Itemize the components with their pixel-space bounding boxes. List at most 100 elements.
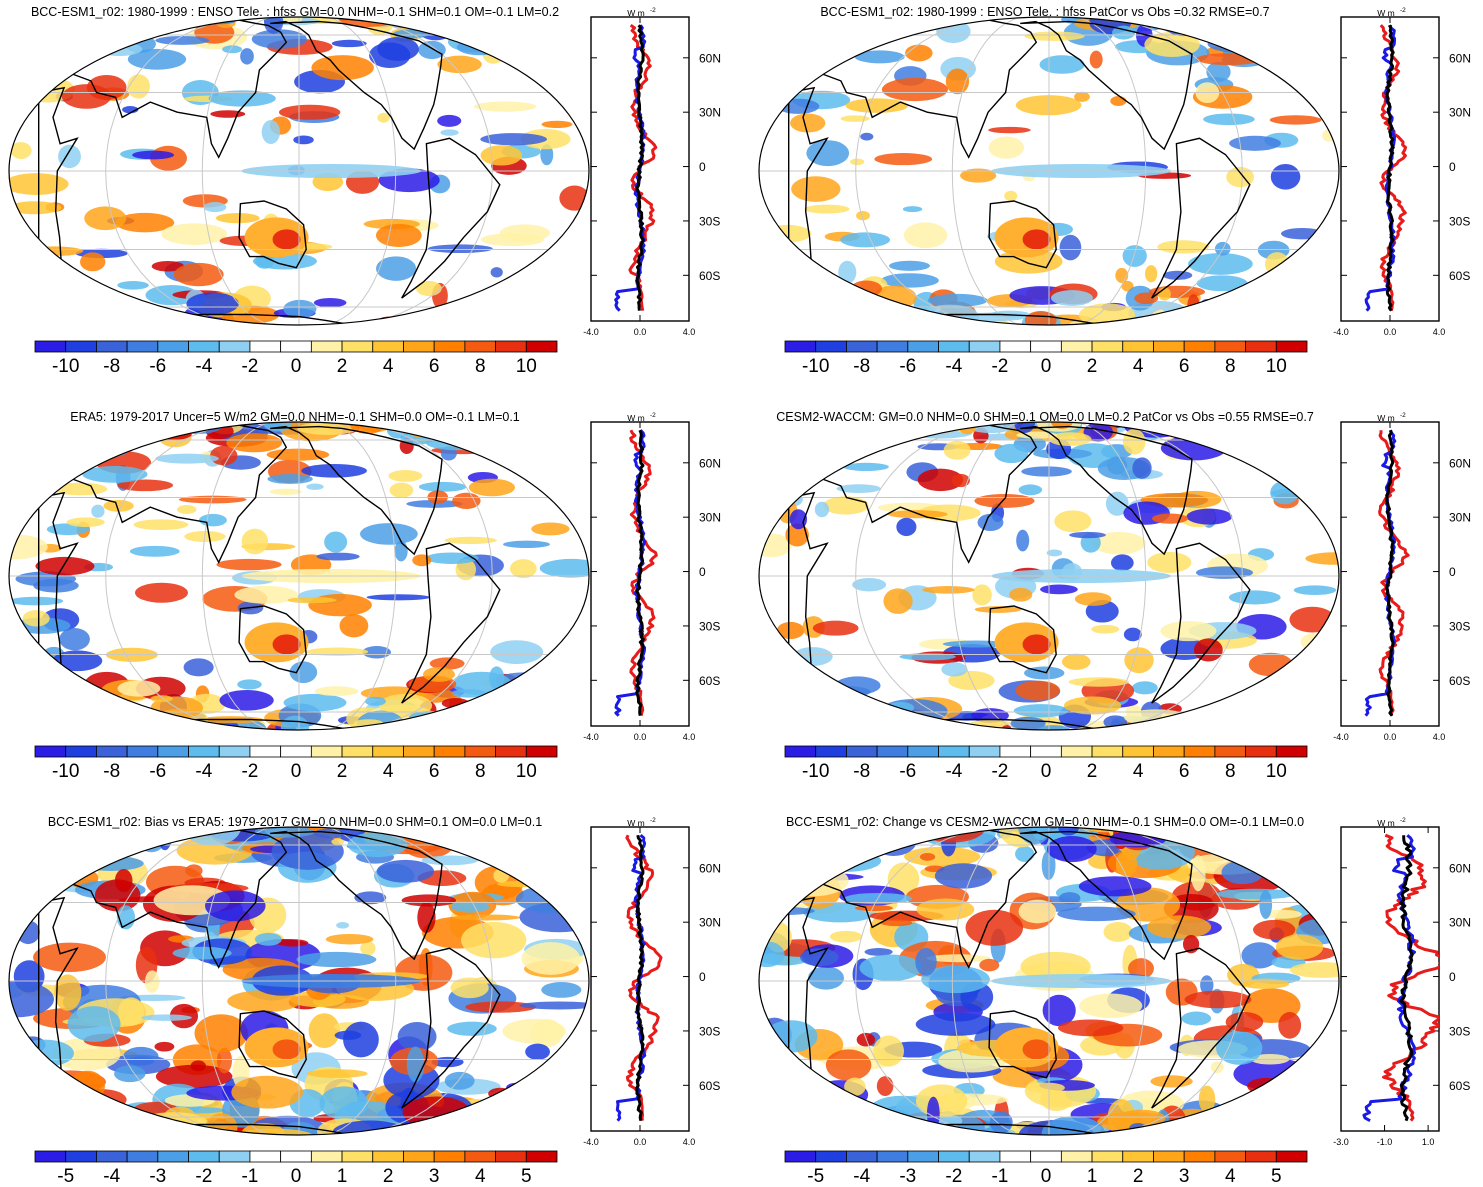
- latitude-label: 30S: [699, 214, 720, 228]
- colorbar-swatch: [999, 340, 1032, 353]
- zonal-tick-label: -4.0: [583, 732, 599, 742]
- colorbar-swatch: [34, 1150, 67, 1163]
- colorbar-label: -2: [241, 356, 258, 377]
- colorbar-swatch: [1060, 1150, 1093, 1163]
- panel-title: CESM2-WACCM: GM=0.0 NHM=0.0 SHM=0.1 OM=0…: [776, 410, 1314, 424]
- colorbar-label: 0: [1041, 761, 1052, 782]
- colorbar-swatch: [433, 340, 466, 353]
- colorbar-label: 2: [337, 761, 348, 782]
- map: [758, 421, 1340, 731]
- colorbar-swatch: [1275, 1150, 1308, 1163]
- colorbar-swatch: [65, 340, 97, 353]
- colorbar-label: -3: [899, 1166, 916, 1187]
- zonal-mean-plot: W m -2 -4.0 0.0 4.0 60N 30N 0 30S 60S: [583, 7, 721, 337]
- latitude-label: 60N: [1449, 861, 1471, 875]
- colorbar: -10 -8 -6 -4 -2 0 2 4 6 8 10: [34, 745, 558, 782]
- colorbar-swatch: [1153, 745, 1185, 758]
- colorbar-label: 8: [1225, 356, 1236, 377]
- colorbar-swatch: [784, 340, 817, 353]
- colorbar-swatch: [999, 1150, 1032, 1163]
- colorbar-label: 1: [337, 1166, 348, 1187]
- colorbar-label: 4: [1225, 1166, 1236, 1187]
- colorbar-swatch: [218, 1150, 251, 1163]
- colorbar-label: 5: [521, 1166, 532, 1187]
- zonal-tick-label: 1.0: [1422, 1137, 1435, 1147]
- latitude-label: 0: [699, 970, 706, 984]
- colorbar-swatch: [1030, 745, 1062, 758]
- zonal-unit-exponent: -2: [1400, 817, 1406, 824]
- colorbar-label: -3: [149, 1166, 166, 1187]
- latitude-label: 60S: [1449, 674, 1470, 688]
- colorbar-label: -8: [853, 761, 870, 782]
- latitude-label: 60S: [699, 674, 720, 688]
- colorbar-swatch: [1183, 745, 1216, 758]
- colorbar-swatch: [1091, 1150, 1124, 1163]
- colorbar-label: -8: [103, 356, 120, 377]
- colorbar-swatch: [1060, 745, 1093, 758]
- colorbar-swatch: [1030, 1150, 1062, 1163]
- colorbar-label: -2: [991, 356, 1008, 377]
- colorbar-swatch: [341, 1150, 374, 1163]
- colorbar-label: -2: [945, 1166, 962, 1187]
- colorbar-swatch: [372, 745, 404, 758]
- zonal-unit-exponent: -2: [650, 817, 656, 824]
- zonal-tick-label: 0.0: [634, 1137, 647, 1147]
- zonal-line-land: [1382, 833, 1439, 1122]
- zonal-unit-exponent: -2: [650, 412, 656, 419]
- map-border: [8, 826, 590, 1136]
- colorbar-swatch: [433, 745, 466, 758]
- colorbar-swatch: [1214, 745, 1246, 758]
- colorbar-swatch: [907, 745, 939, 758]
- panel-era5-obs: ERA5: 1979-2017 Uncer=5 W/m2 GM=0.0 NHM=…: [8, 410, 721, 782]
- zonal-line-global: [1385, 24, 1395, 312]
- colorbar-swatch: [495, 745, 527, 758]
- zonal-line-land: [1378, 430, 1410, 716]
- colorbar-swatch: [280, 1150, 312, 1163]
- colorbar-label: -5: [807, 1166, 824, 1187]
- latitude-label: 30S: [699, 619, 720, 633]
- colorbar-label: -1: [991, 1166, 1008, 1187]
- panel-model-enso: BCC-ESM1_r02: 1980-1999 : ENSO Tele. : h…: [8, 5, 721, 377]
- colorbar-swatch: [464, 1150, 496, 1163]
- latitude-label: 0: [699, 160, 706, 174]
- latitude-label: 30N: [699, 511, 721, 525]
- colorbar-label: 6: [1179, 761, 1190, 782]
- latitude-label: 30S: [699, 1024, 720, 1038]
- colorbar-label: -6: [899, 356, 916, 377]
- latitude-label: 60N: [699, 861, 721, 875]
- colorbar-swatch: [1245, 340, 1277, 353]
- colorbar-swatch: [310, 340, 343, 353]
- colorbar-label: 2: [383, 1166, 394, 1187]
- zonal-mean-plot: W m -2 -4.0 0.0 4.0 60N 30N 0 30S 60S: [1333, 7, 1471, 337]
- colorbar-swatch: [938, 340, 970, 353]
- colorbar-swatch: [403, 340, 435, 353]
- colorbar-swatch: [1153, 340, 1185, 353]
- colorbar-label: -10: [52, 356, 79, 377]
- colorbar-label: -6: [149, 761, 166, 782]
- colorbar-label: 4: [1133, 356, 1144, 377]
- colorbar-swatch: [876, 745, 909, 758]
- latitude-label: 30S: [1449, 1024, 1470, 1038]
- colorbar-swatch: [433, 1150, 466, 1163]
- colorbar-label: 0: [1041, 356, 1052, 377]
- colorbar-swatch: [310, 1150, 343, 1163]
- latitude-label: 30N: [699, 106, 721, 120]
- zonal-tick-label: 0.0: [1384, 732, 1397, 742]
- latitude-label: 30N: [1449, 916, 1471, 930]
- colorbar-label: 10: [516, 356, 537, 377]
- colorbar-swatch: [403, 745, 435, 758]
- colorbar-swatch: [341, 340, 374, 353]
- colorbar-swatch: [1275, 340, 1308, 353]
- latitude-label: 60S: [1449, 1079, 1470, 1093]
- latitude-label: 60S: [699, 269, 720, 283]
- colorbar-label: 10: [1266, 761, 1287, 782]
- latitude-label: 30S: [1449, 619, 1470, 633]
- latitude-label: 60S: [1449, 269, 1470, 283]
- zonal-tick-label: -3.0: [1333, 1137, 1349, 1147]
- zonal-tick-label: -1.0: [1377, 1137, 1393, 1147]
- zonal-line-land: [628, 23, 658, 312]
- colorbar-label: -4: [195, 761, 212, 782]
- zonal-tick-label: -4.0: [583, 327, 599, 337]
- latitude-label: 30S: [1449, 214, 1470, 228]
